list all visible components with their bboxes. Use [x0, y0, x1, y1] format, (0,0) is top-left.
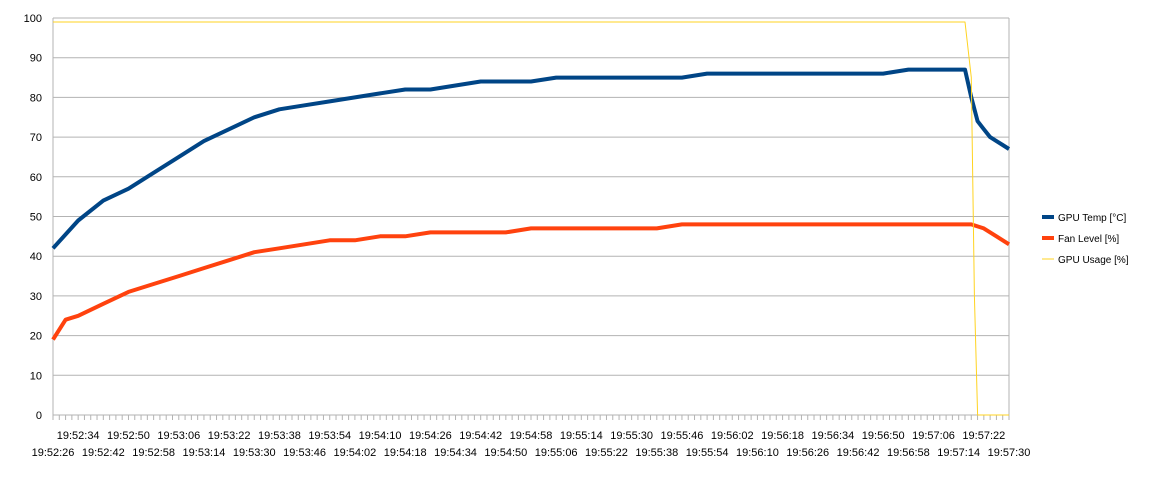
y-tick-label: 10 [30, 370, 42, 382]
x-tick-label: 19:53:30 [233, 447, 276, 459]
legend-label: GPU Usage [%] [1058, 255, 1129, 266]
x-tick-label: 19:56:02 [711, 430, 754, 442]
y-tick-label: 90 [30, 53, 42, 65]
y-tick-label: 0 [36, 410, 42, 422]
x-tick-label: 19:55:14 [560, 430, 603, 442]
x-tick-label: 19:52:26 [32, 447, 75, 459]
x-tick-label: 19:54:42 [459, 430, 502, 442]
axes [52, 18, 1010, 420]
x-tick-label: 19:55:38 [635, 447, 678, 459]
x-tick-label: 19:56:42 [837, 447, 880, 459]
x-tick-label: 19:54:02 [333, 447, 376, 459]
y-tick-label: 60 [30, 172, 42, 184]
x-tick-labels: 19:52:34 19:52:50 19:53:06 19:53:22 19:53:38… [32, 430, 1031, 459]
grid-lines [53, 17, 1009, 376]
series-line [53, 21, 1009, 416]
x-tick-label: 19:52:42 [82, 447, 125, 459]
y-tick-label: 40 [30, 251, 42, 263]
x-tick-label: 19:53:54 [308, 430, 351, 442]
x-tick-label: 19:54:18 [384, 447, 427, 459]
x-tick-label: 19:52:58 [132, 447, 175, 459]
x-tick-label: 19:55:22 [585, 447, 628, 459]
series-line [51, 67, 1011, 250]
y-tick-label: 20 [30, 331, 42, 343]
y-tick-label: 50 [30, 212, 42, 224]
x-tick-label: 19:57:14 [937, 447, 980, 459]
x-tick-label: 19:52:34 [57, 430, 100, 442]
x-tick-label: 19:56:18 [761, 430, 804, 442]
y-tick-labels: 0 10 20 30 40 50 60 70 80 90 100 [24, 13, 42, 422]
x-tick-label: 19:54:50 [484, 447, 527, 459]
x-tick-label: 19:56:10 [736, 447, 779, 459]
x-tick-label: 19:56:50 [862, 430, 905, 442]
x-tick-label: 19:54:26 [409, 430, 452, 442]
x-tick-label: 19:55:54 [686, 447, 729, 459]
x-tick-label: 19:53:38 [258, 430, 301, 442]
x-tick-label: 19:53:14 [183, 447, 226, 459]
x-tick-label: 19:56:26 [786, 447, 829, 459]
x-tick-label: 19:53:46 [283, 447, 326, 459]
legend-label: Fan Level [%] [1058, 234, 1119, 245]
y-tick-label: 80 [30, 92, 42, 104]
x-tick-label: 19:56:34 [811, 430, 854, 442]
series-line [51, 222, 1011, 341]
y-tick-label: 30 [30, 291, 42, 303]
y-tick-label: 100 [24, 13, 42, 25]
x-tick-label: 19:55:30 [610, 430, 653, 442]
x-tick-label: 19:53:22 [208, 430, 251, 442]
x-tick-label: 19:54:10 [359, 430, 402, 442]
x-tick-label: 19:55:06 [535, 447, 578, 459]
y-tick-label: 70 [30, 132, 42, 144]
series-lines [51, 21, 1011, 416]
x-tick-label: 19:57:06 [912, 430, 955, 442]
x-tick-label: 19:52:50 [107, 430, 150, 442]
x-tick-label: 19:53:06 [157, 430, 200, 442]
x-tick-label: 19:57:30 [988, 447, 1031, 459]
x-tick-label: 19:57:22 [962, 430, 1005, 442]
legend-label: GPU Temp [°C] [1058, 213, 1126, 224]
legend: GPU Temp [°C] Fan Level [%] GPU Usage [%] [1042, 213, 1129, 266]
x-tick-label: 19:55:46 [661, 430, 704, 442]
x-tick-label: 19:54:34 [434, 447, 477, 459]
x-tick-label: 19:54:58 [510, 430, 553, 442]
x-tick-label: 19:56:58 [887, 447, 930, 459]
